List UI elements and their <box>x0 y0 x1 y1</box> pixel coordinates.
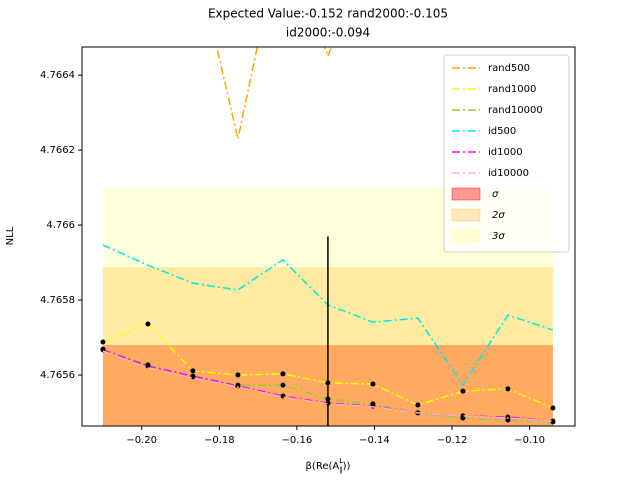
legend-label: 2σ <box>492 210 505 221</box>
data-point <box>190 368 196 374</box>
data-point <box>235 372 241 378</box>
legend-swatch <box>451 208 481 222</box>
y-tick-label: 4.7658 <box>40 295 75 306</box>
data-point <box>370 381 376 387</box>
legend-label: id500 <box>488 126 516 137</box>
x-tick-label: −0.20 <box>126 435 157 446</box>
data-point <box>505 386 511 392</box>
axes-frame <box>81 46 576 427</box>
legend-label: rand500 <box>488 63 530 74</box>
y-tick-label: 4.7664 <box>40 70 75 81</box>
axes: 4.7656 4.7658 4.766 4.7662 4.7664 −0.20 −0.18 −… <box>40 70 545 446</box>
legend-label: 3σ <box>492 231 505 242</box>
legend-label: rand10000 <box>488 105 543 116</box>
y-tick-label: 4.7656 <box>40 370 75 381</box>
x-tick-label: −0.16 <box>282 435 313 446</box>
x-label-part: β(Re(A <box>306 461 340 472</box>
legend-label: σ <box>492 189 499 200</box>
data-point <box>550 418 556 424</box>
legend-swatch <box>451 229 481 243</box>
x-axis-label: β(Re(AL ∥)) <box>306 457 351 474</box>
x-label-part: L <box>339 457 343 465</box>
data-point <box>235 383 241 389</box>
x-tick-label: −0.10 <box>514 435 545 446</box>
y-tick-label: 4.7662 <box>40 145 75 156</box>
data-point <box>145 321 151 327</box>
x-tick-label: −0.12 <box>437 435 468 446</box>
y-axis-label: NLL <box>5 226 16 245</box>
data-point <box>280 371 286 377</box>
data-point <box>460 388 466 394</box>
legend-label: id1000 <box>488 147 523 158</box>
x-label-part: ∥ <box>339 466 343 474</box>
legend-label: rand1000 <box>488 84 536 95</box>
data-point <box>415 402 421 408</box>
legend-label: id10000 <box>488 168 529 179</box>
x-tick-label: −0.18 <box>204 435 235 446</box>
chart-title: id2000:-0.094 <box>286 26 370 40</box>
data-point <box>550 405 556 411</box>
data-point <box>280 382 286 388</box>
x-tick-label: −0.14 <box>359 435 390 446</box>
legend-box <box>443 54 570 253</box>
y-tick-label: 4.766 <box>46 220 75 231</box>
legend: rand500 rand1000 rand10000 id500 id1000 id100… <box>443 54 570 253</box>
data-point <box>145 363 151 369</box>
series-line <box>102 323 554 409</box>
data-point <box>100 339 106 345</box>
chart-title: Expected Value:-0.152 rand2000:-0.105 <box>208 7 448 21</box>
x-label-part: )) <box>343 461 351 472</box>
legend-swatch <box>451 187 481 201</box>
data-point <box>460 413 466 419</box>
